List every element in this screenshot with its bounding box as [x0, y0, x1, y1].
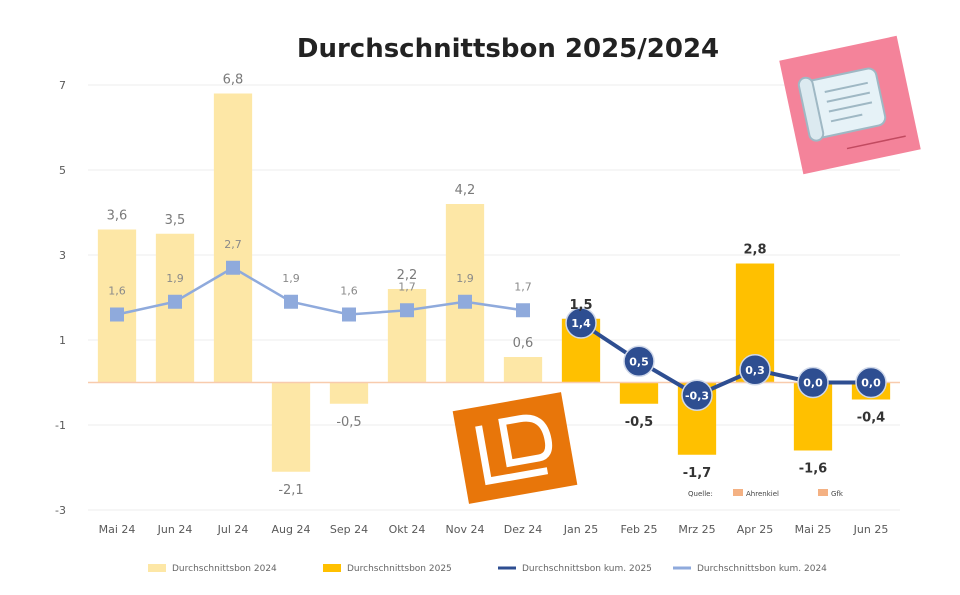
- legend-swatch: [148, 564, 166, 572]
- bar-value-label: -1,6: [799, 462, 827, 477]
- line-point-label: 1,7: [398, 280, 416, 293]
- line-point-label: 1,6: [108, 285, 126, 298]
- x-tick-label: Jun 25: [853, 523, 889, 536]
- line-point-label: 1,7: [514, 280, 532, 293]
- x-axis-ticks: Mai 24 Jun 24 Jul 24 Aug 24 Sep 24 Okt 24 Nov …: [99, 523, 889, 536]
- legend-label: Durchschnittsbon 2025: [347, 564, 452, 574]
- x-tick-label: Feb 25: [621, 523, 658, 536]
- line-point-label: 0,5: [629, 355, 649, 368]
- bar: [329, 382, 369, 404]
- source-name-2: Gfk: [831, 490, 844, 498]
- line-marker: [400, 303, 414, 318]
- x-tick-label: Apr 25: [737, 523, 774, 536]
- x-tick-label: Jul 24: [217, 523, 249, 536]
- lines: [110, 260, 887, 411]
- bar-value-label: 0,6: [513, 336, 534, 351]
- line-point-label: 2,7: [224, 238, 242, 251]
- line-marker: [458, 294, 472, 309]
- bar-value-label: 4,2: [455, 183, 476, 198]
- line-marker: [110, 307, 124, 322]
- bar: [271, 382, 311, 472]
- bar-value-label: -1,7: [683, 466, 711, 481]
- source-note: Quelle: Ahrenkiel Gfk: [688, 489, 844, 498]
- bar-value-label: -2,1: [278, 483, 303, 498]
- ld-logo: [452, 392, 578, 504]
- line-point-label: 1,9: [456, 272, 474, 285]
- y-axis-ticks: 7 5 3 1 -1 -3: [55, 79, 66, 517]
- bar-value-label: 3,5: [165, 213, 186, 228]
- legend-swatch: [323, 564, 341, 572]
- legend: Durchschnittsbon 2024 Durchschnittsbon 20…: [148, 564, 827, 574]
- line-marker: [797, 366, 829, 399]
- y-tick-label: -3: [55, 504, 66, 517]
- bar-value-label: -0,5: [336, 415, 361, 430]
- source-swatch-1: [733, 489, 743, 496]
- bar: [387, 289, 427, 383]
- line-marker: [516, 303, 530, 318]
- x-tick-label: Sep 24: [330, 523, 368, 536]
- series-line: [116, 266, 524, 316]
- line-point-label: 1,9: [166, 272, 184, 285]
- y-tick-label: 1: [59, 334, 66, 347]
- line-marker: [855, 366, 887, 399]
- y-tick-label: 3: [59, 249, 66, 262]
- bars: [97, 93, 891, 472]
- bar: [619, 382, 659, 404]
- line-marker: [342, 307, 356, 322]
- x-tick-label: Aug 24: [272, 523, 311, 536]
- line-point-label: 1,4: [571, 317, 591, 330]
- y-tick-label: 7: [59, 79, 66, 92]
- bar: [503, 357, 543, 383]
- line-marker: [681, 379, 713, 411]
- bar-value-label: 2,8: [743, 243, 766, 258]
- y-tick-label: 5: [59, 164, 66, 177]
- source-name-1: Ahrenkiel: [746, 490, 779, 498]
- source-swatch-2: [818, 489, 828, 496]
- bar-value-label: -0,5: [625, 415, 653, 430]
- bar-value-label: 1,5: [569, 298, 592, 313]
- x-tick-label: Jan 25: [563, 523, 598, 536]
- line-marker: [284, 294, 298, 309]
- bar-value-label: 6,8: [223, 73, 244, 88]
- line-point-label: 1,9: [282, 272, 300, 285]
- x-tick-label: Dez 24: [504, 523, 543, 536]
- bar-value-label: -0,4: [857, 411, 885, 426]
- legend-label: Durchschnittsbon kum. 2025: [522, 564, 652, 574]
- chart-title: Durchschnittsbon 2025/2024: [297, 34, 719, 64]
- x-tick-label: Mai 24: [99, 523, 136, 536]
- line-marker: [739, 354, 771, 386]
- line-point-label: 0,0: [803, 377, 823, 390]
- line-point-label: -0,3: [685, 389, 709, 402]
- x-tick-label: Okt 24: [389, 523, 426, 536]
- line-point-label: 1,6: [340, 285, 358, 298]
- x-tick-label: Mrz 25: [678, 523, 715, 536]
- legend-label: Durchschnittsbon kum. 2024: [697, 564, 827, 574]
- x-tick-label: Mai 25: [795, 523, 832, 536]
- x-tick-label: Nov 24: [446, 523, 485, 536]
- line-point-label: 0,0: [861, 377, 881, 390]
- bar-value-label: 2,2: [397, 268, 418, 283]
- legend-label: Durchschnittsbon 2024: [172, 564, 277, 574]
- line-marker: [226, 260, 240, 275]
- line-marker: [623, 345, 655, 377]
- receipt-icon: [779, 35, 921, 175]
- y-tick-label: -1: [55, 419, 66, 432]
- line-marker: [168, 294, 182, 309]
- x-tick-label: Jun 24: [157, 523, 193, 536]
- line-marker: [565, 307, 597, 339]
- bar: [213, 93, 253, 383]
- bar: [97, 229, 137, 383]
- line-point-label: 0,3: [745, 364, 765, 377]
- data-labels: 3,6 3,5 6,8 -2,1 -0,5 2,2 4,2 0,6 1,5 -0,5 -1,7 2,8…: [107, 73, 886, 498]
- bar: [445, 204, 485, 383]
- bar-value-label: 3,6: [107, 209, 128, 224]
- source-label: Quelle:: [688, 490, 713, 498]
